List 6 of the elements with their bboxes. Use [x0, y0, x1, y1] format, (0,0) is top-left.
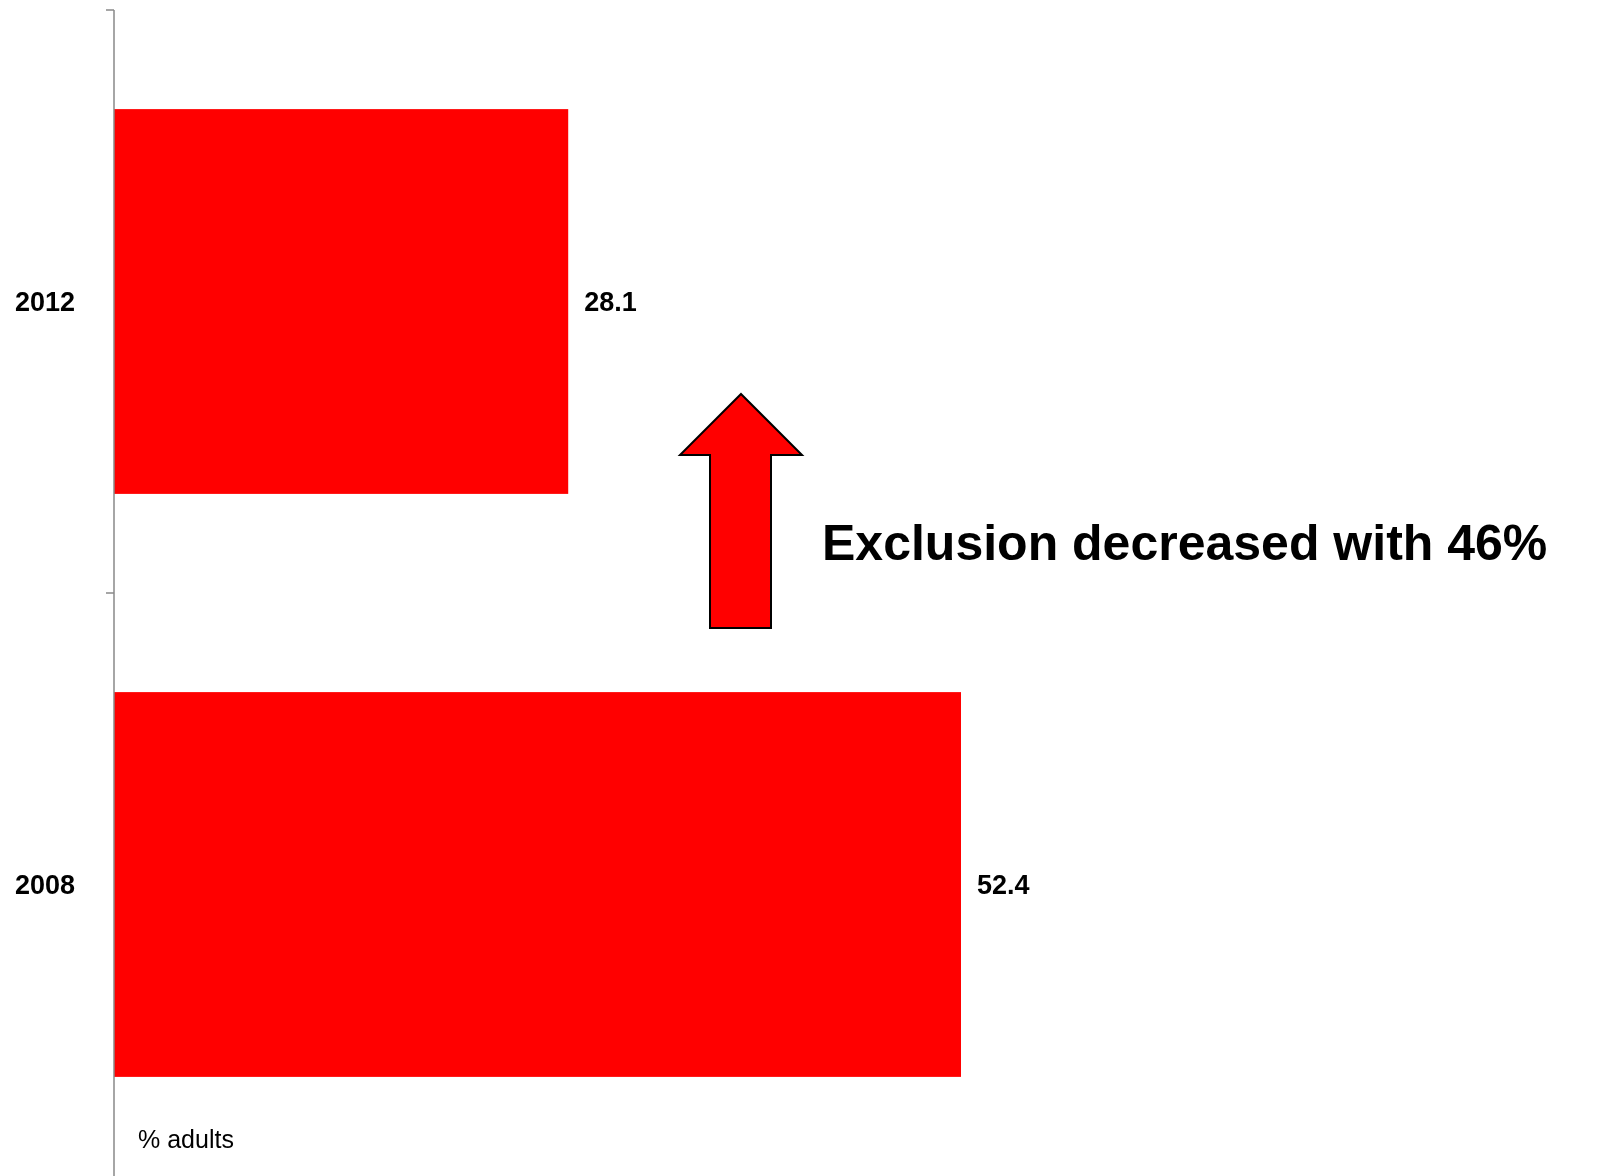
annotation: Exclusion decreased with 46%	[822, 515, 1548, 571]
data-label: 28.1	[584, 286, 637, 317]
y-tick-label: 2012	[15, 286, 76, 317]
y-tick-label: 2008	[15, 869, 76, 900]
data-label: 52.4	[977, 869, 1030, 900]
x-axis-title: % adults	[138, 1125, 234, 1153]
